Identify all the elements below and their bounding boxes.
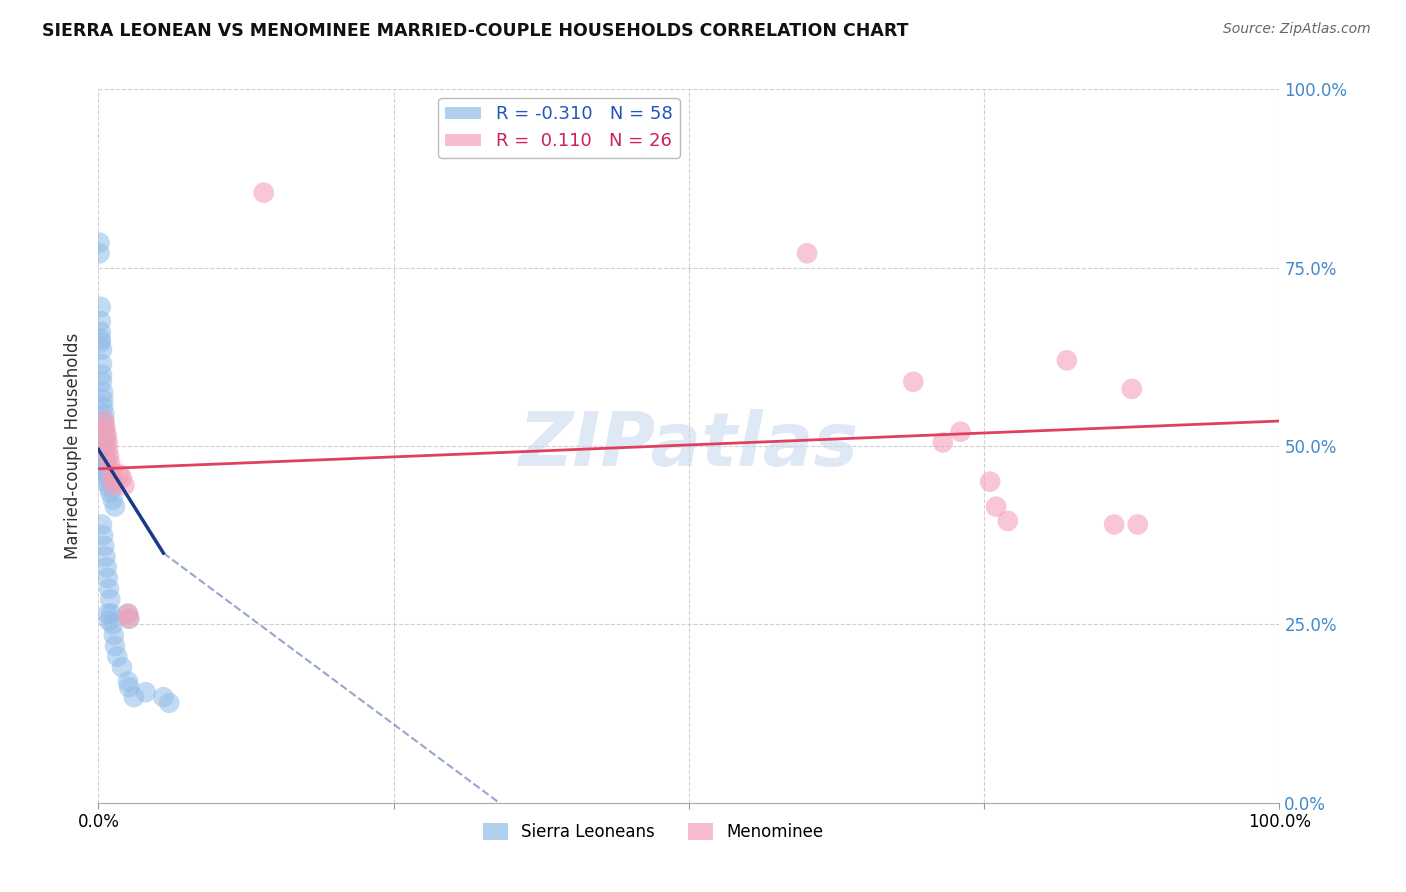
Point (98, 592, 121, 607)
Point (1102, 517, 1125, 532)
Point (91, 375, 114, 389)
Point (91, 392, 114, 407)
Point (93, 414, 115, 428)
Point (117, 607, 139, 621)
Text: ZIPatlas: ZIPatlas (519, 409, 859, 483)
Point (90, 314, 112, 328)
Point (932, 435, 955, 450)
Point (91, 343, 114, 357)
Point (104, 639, 127, 653)
Point (157, 696, 180, 710)
Point (98, 480, 121, 494)
Point (96, 466, 118, 480)
Point (93, 414, 115, 428)
Point (103, 628, 125, 642)
Point (91, 368, 114, 382)
Text: Source: ZipAtlas.com: Source: ZipAtlas.com (1223, 22, 1371, 37)
Point (100, 464, 122, 478)
Point (1126, 517, 1149, 532)
Point (1056, 353, 1078, 368)
Point (101, 492, 124, 507)
Point (104, 500, 127, 514)
Point (94, 549, 117, 564)
Point (108, 467, 131, 482)
Point (98, 450, 121, 464)
Point (91, 385, 114, 400)
Point (97, 607, 120, 621)
Point (93, 421, 115, 435)
Point (96, 460, 118, 475)
Point (90, 332, 112, 346)
Y-axis label: Married-couple Households: Married-couple Households (65, 333, 83, 559)
Point (97, 442, 120, 457)
Point (98, 582, 121, 596)
Point (97, 476, 120, 491)
Point (96, 428, 118, 442)
Point (117, 607, 139, 621)
Point (112, 478, 135, 492)
Point (96, 455, 118, 469)
Point (101, 617, 124, 632)
Point (997, 514, 1019, 528)
Point (90, 325, 112, 339)
Point (98, 485, 121, 500)
Point (949, 425, 972, 439)
Point (90, 300, 112, 314)
Point (103, 478, 125, 492)
Point (94, 450, 117, 464)
Point (984, 500, 1007, 514)
Point (903, 375, 925, 389)
Point (93, 539, 115, 553)
Point (135, 685, 157, 699)
Point (91, 446, 114, 460)
Point (94, 428, 117, 442)
Point (91, 528, 114, 542)
Point (89, 246, 111, 260)
Point (118, 612, 141, 626)
Point (97, 471, 120, 485)
Point (98, 457, 121, 471)
Point (117, 674, 139, 689)
Point (98, 614, 121, 628)
Point (101, 471, 124, 485)
Point (979, 475, 1001, 489)
Point (96, 560, 118, 574)
Point (91, 517, 114, 532)
Point (111, 471, 134, 485)
Point (94, 421, 117, 435)
Legend: Sierra Leoneans, Menominee: Sierra Leoneans, Menominee (477, 816, 831, 848)
Point (118, 612, 141, 626)
Point (152, 690, 174, 705)
Point (100, 607, 122, 621)
Point (1121, 382, 1143, 396)
Point (91, 400, 114, 414)
Point (122, 690, 145, 705)
Point (93, 462, 115, 476)
Point (89, 235, 111, 250)
Point (97, 435, 120, 450)
Point (253, 186, 276, 200)
Point (796, 246, 818, 260)
Point (118, 680, 141, 694)
Point (94, 435, 117, 450)
Point (91, 453, 114, 467)
Point (90, 335, 112, 350)
Point (105, 649, 128, 664)
Point (97, 571, 120, 585)
Point (111, 660, 134, 674)
Point (91, 357, 114, 371)
Point (94, 442, 117, 457)
Text: SIERRA LEONEAN VS MENOMINEE MARRIED-COUPLE HOUSEHOLDS CORRELATION CHART: SIERRA LEONEAN VS MENOMINEE MARRIED-COUP… (42, 22, 908, 40)
Point (93, 407, 115, 421)
